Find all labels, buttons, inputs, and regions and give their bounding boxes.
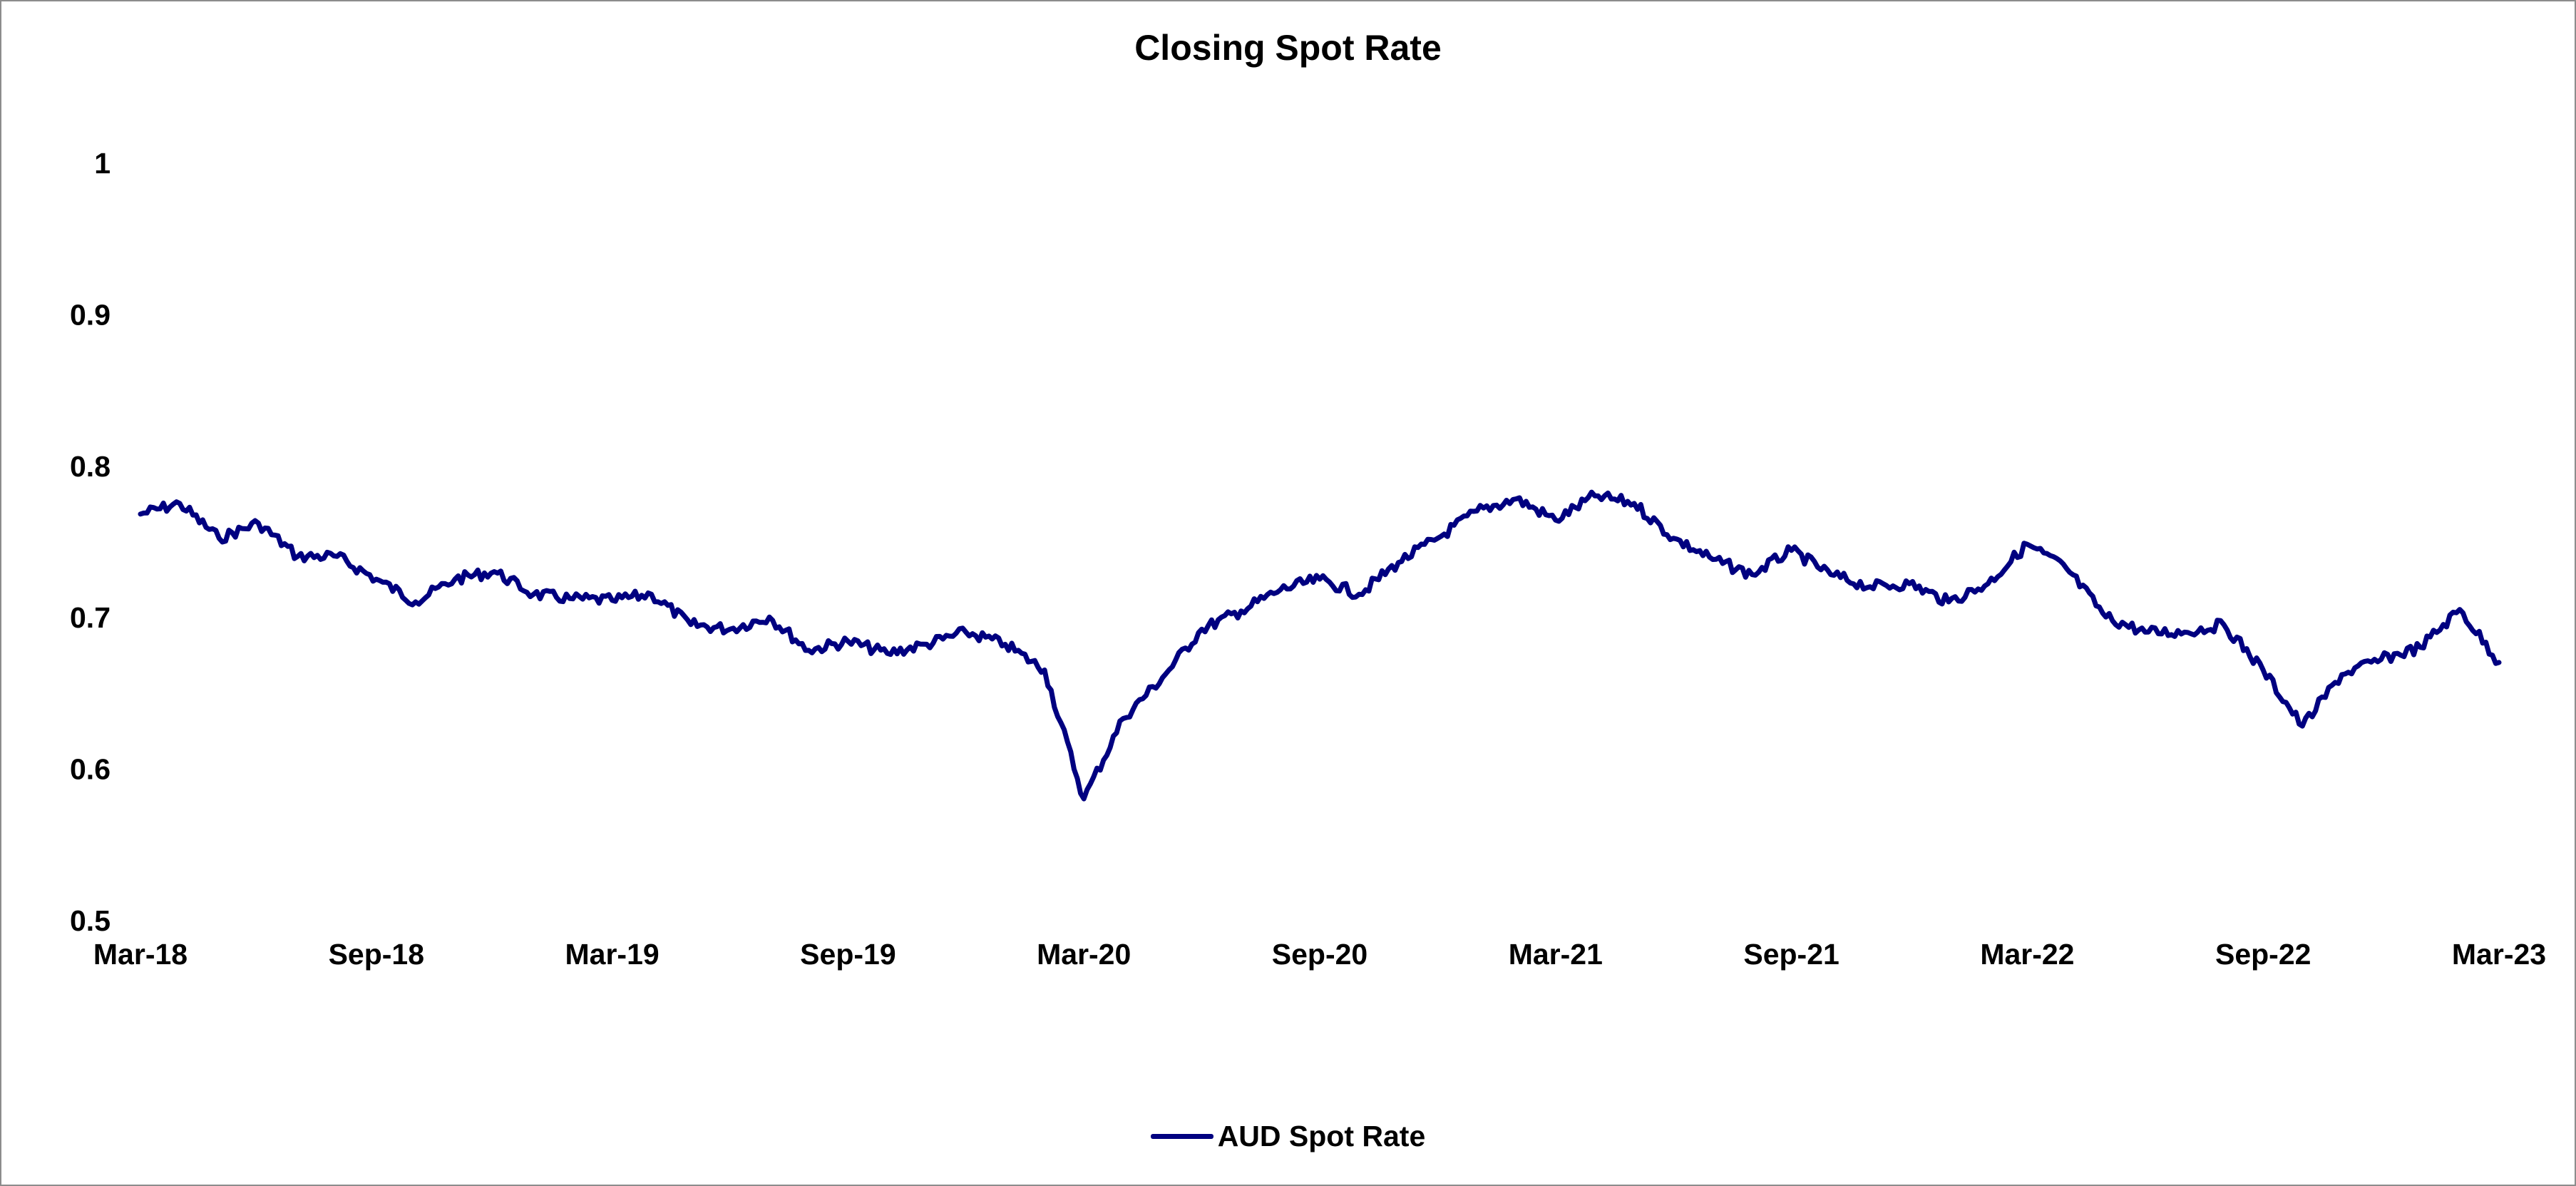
series-line-aud-spot-rate — [138, 489, 2502, 802]
legend-label: AUD Spot Rate — [1217, 1120, 1426, 1152]
x-tick-label: Sep-22 — [2215, 938, 2311, 971]
legend-swatch — [1150, 1134, 1213, 1139]
x-tick-label: Mar-19 — [565, 938, 660, 971]
x-tick-label: Mar-23 — [2452, 938, 2546, 971]
x-axis-ticks: Mar-18 Sep-18 Mar-19 Sep-19 Mar-20 Sep-20 Mar-… — [93, 938, 2546, 971]
y-tick-label: 0.9 — [70, 298, 111, 331]
x-tick-label: Mar-22 — [1980, 938, 2074, 971]
legend: AUD Spot Rate — [0, 1120, 2576, 1153]
series-layer — [138, 489, 2502, 802]
y-axis-ticks: 0.5 0.6 0.7 0.8 0.9 1 — [70, 147, 111, 937]
x-tick-label: Mar-18 — [93, 938, 188, 971]
y-tick-label: 0.7 — [70, 601, 111, 634]
y-tick-label: 1 — [94, 147, 111, 180]
x-tick-label: Mar-20 — [1037, 938, 1131, 971]
y-tick-label: 0.6 — [70, 753, 111, 786]
x-tick-label: Sep-18 — [329, 938, 424, 971]
x-tick-label: Mar-21 — [1509, 938, 1603, 971]
x-tick-label: Sep-20 — [1272, 938, 1367, 971]
chart-title: Closing Spot Rate — [1134, 28, 1442, 68]
y-tick-label: 0.8 — [70, 450, 111, 483]
y-tick-label: 0.5 — [70, 904, 111, 937]
x-tick-label: Sep-19 — [800, 938, 896, 971]
x-tick-label: Sep-21 — [1743, 938, 1839, 971]
